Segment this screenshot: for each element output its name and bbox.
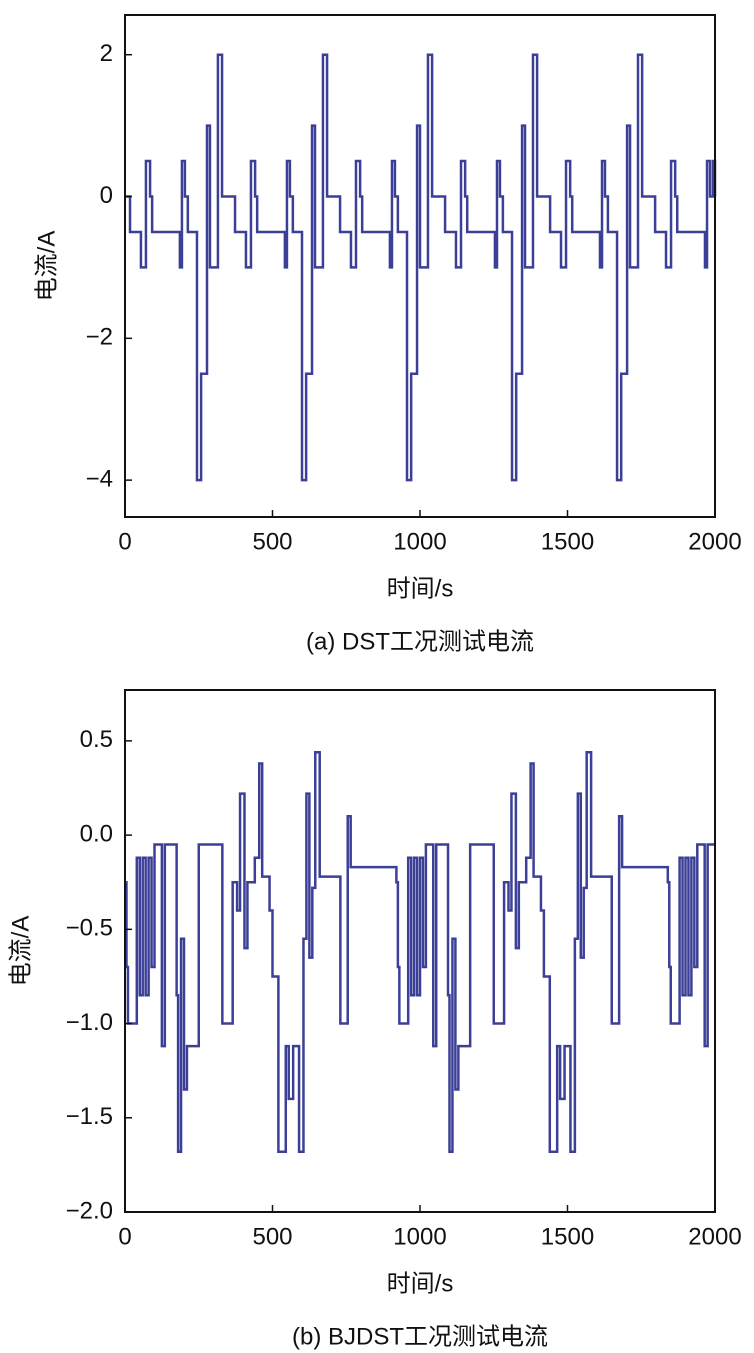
- y-tick-label: 0.5: [80, 726, 113, 753]
- x-tick-label: 2000: [688, 1223, 741, 1250]
- y-tick-label: 0.0: [80, 820, 113, 847]
- y-tick-label: −2.0: [66, 1197, 113, 1224]
- y-tick-label: −2: [86, 324, 113, 351]
- x-tick-label: 0: [118, 1223, 131, 1250]
- y-axis-label: 电流/A: [33, 231, 60, 302]
- y-tick-label: −0.5: [66, 915, 113, 942]
- x-tick-label: 500: [252, 1223, 292, 1250]
- x-tick-label: 500: [252, 528, 292, 555]
- x-tick-label: 1000: [393, 1223, 446, 1250]
- step-line: [125, 750, 715, 1153]
- x-tick-label: 2000: [688, 528, 741, 555]
- y-tick-label: 2: [100, 40, 113, 67]
- x-tick-label: 1000: [393, 528, 446, 555]
- x-tick-label: 1500: [541, 1223, 594, 1250]
- caption: (b) BJDST工况测试电流: [292, 1323, 548, 1350]
- x-axis-label: 时间/s: [387, 575, 454, 602]
- y-tick-label: −1.0: [66, 1009, 113, 1036]
- y-tick-label: 0: [100, 182, 113, 209]
- y-axis-label: 电流/A: [7, 916, 34, 987]
- y-tick-label: −1.5: [66, 1103, 113, 1130]
- caption: (a) DST工况测试电流: [306, 628, 534, 655]
- step-line: [125, 53, 717, 482]
- x-tick-label: 0: [118, 528, 131, 555]
- y-tick-label: −4: [86, 465, 113, 492]
- x-tick-label: 1500: [541, 528, 594, 555]
- x-axis-label: 时间/s: [387, 1270, 454, 1297]
